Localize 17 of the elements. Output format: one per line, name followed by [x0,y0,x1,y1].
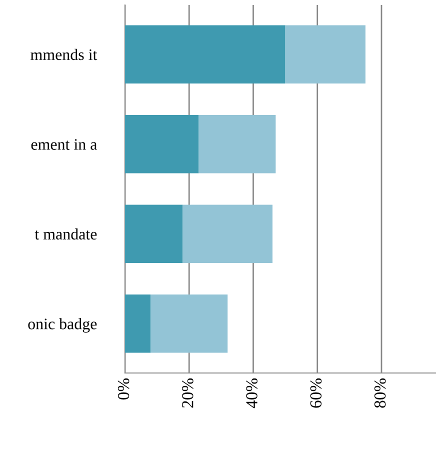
bar [285,25,366,84]
y-tick-label: mmends it [30,48,98,60]
bar [150,294,228,353]
y-tick-label: onic badge [28,318,97,333]
x-tick-label: 20% [182,378,194,408]
bar [182,204,272,264]
x-tick-label: 60% [310,378,322,408]
x-tick-label: 0% [118,378,130,400]
x-tick-label: 80% [374,378,386,408]
y-tick-label: t mandate [34,228,97,240]
bar [198,114,276,174]
bar [125,204,183,264]
bar [125,294,151,353]
bar [125,114,199,174]
bar [125,25,286,84]
x-tick-label: 40% [246,378,258,408]
y-tick-label: ement in a [31,139,97,150]
